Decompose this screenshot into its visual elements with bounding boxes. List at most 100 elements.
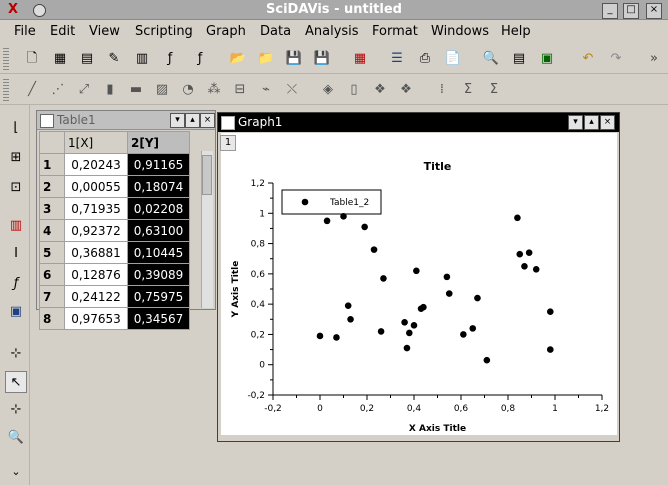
menu-windows[interactable]: Windows xyxy=(431,24,490,39)
cell-x[interactable]: 0,71935 xyxy=(64,197,128,220)
table-row[interactable]: 7 0,24122 0,75975 xyxy=(39,285,190,308)
row-header[interactable]: 3 xyxy=(39,197,65,220)
menu-format[interactable]: Format xyxy=(372,24,418,39)
table-row[interactable]: 1 0,20243 0,91165 xyxy=(39,153,190,176)
axes-tool-icon[interactable]: ⌊ xyxy=(13,120,19,135)
toolbar-grip[interactable] xyxy=(3,79,9,101)
menu-data[interactable]: Data xyxy=(260,24,292,39)
close-icon[interactable]: × xyxy=(600,115,615,130)
cell-y[interactable]: 0,63100 xyxy=(127,219,190,242)
cell-x[interactable]: 0,92372 xyxy=(64,219,128,242)
print-icon[interactable]: ⎙ xyxy=(419,51,431,66)
menu-file[interactable]: File xyxy=(14,24,36,39)
new-function-plot-icon[interactable]: ƒ xyxy=(167,51,173,66)
menu-graph[interactable]: Graph xyxy=(206,24,246,39)
table-row[interactable]: 6 0,12876 0,39089 xyxy=(39,263,190,286)
zoom-region-icon[interactable]: ⊹ xyxy=(10,346,22,361)
table-window-titlebar[interactable]: Table1 ▾ ▴ × xyxy=(37,111,215,130)
plot-boxplot-icon[interactable]: ⊟ xyxy=(234,82,246,97)
table-row[interactable]: 4 0,92372 0,63100 xyxy=(39,219,190,242)
save-icon[interactable]: 💾 xyxy=(285,51,303,66)
cell-x[interactable]: 0,24122 xyxy=(64,285,128,308)
cell-y[interactable]: 0,10445 xyxy=(127,241,190,264)
open-icon[interactable]: 📂 xyxy=(229,51,247,66)
rescale-tool-icon[interactable]: ⊡ xyxy=(10,180,22,195)
chevron-down-icon[interactable]: ▾ xyxy=(568,115,583,130)
maximize-icon[interactable]: ▴ xyxy=(584,115,599,130)
table-scrollbar[interactable] xyxy=(201,151,213,308)
undo-icon[interactable]: ↶ xyxy=(582,51,594,66)
error-bars-icon[interactable]: I xyxy=(14,246,18,261)
row-header[interactable]: 5 xyxy=(39,241,65,264)
cell-y[interactable]: 0,91165 xyxy=(127,153,190,176)
grid-tool-icon[interactable]: ⊞ xyxy=(10,150,22,165)
plot-area-icon[interactable]: ▨ xyxy=(155,82,169,97)
plot-vectors-icon[interactable]: ⁂ xyxy=(207,82,221,97)
pointer-tool-icon[interactable]: ↖ xyxy=(5,371,27,393)
new-project-icon[interactable]: 🗋 xyxy=(26,51,38,66)
cell-x[interactable]: 0,00055 xyxy=(64,175,128,198)
scrollbar-thumb[interactable] xyxy=(202,155,212,195)
plot-canvas[interactable]: -0,2 0 0,2 0,4 0,6 0,8 1 1,2 -0,2 0 0,2 0,4 0,6 0,8 1 1… xyxy=(221,133,617,435)
close-icon[interactable]: × xyxy=(200,113,215,128)
toolbar-more-icon[interactable]: » xyxy=(650,51,658,66)
menu-edit[interactable]: Edit xyxy=(50,24,76,39)
row-header[interactable]: 8 xyxy=(39,307,65,330)
plot-histogram-icon[interactable]: ⤬ xyxy=(286,82,298,97)
plot-pie-icon[interactable]: ◔ xyxy=(182,82,194,97)
results-log-icon[interactable]: ▤ xyxy=(512,51,526,66)
statistics-icon[interactable]: Σ xyxy=(489,82,499,97)
import-ascii-icon[interactable]: ▦ xyxy=(353,51,367,66)
cell-y[interactable]: 0,18074 xyxy=(127,175,190,198)
plot-bars-icon[interactable]: ▮ xyxy=(106,82,114,97)
layer-button[interactable]: 1 xyxy=(220,135,236,151)
menu-analysis[interactable]: Analysis xyxy=(305,24,359,39)
new-note-icon[interactable]: ✎ xyxy=(108,51,120,66)
open-template-icon[interactable]: 📁 xyxy=(257,51,275,66)
save-template-icon[interactable]: 💾 xyxy=(313,51,331,66)
menu-scripting[interactable]: Scripting xyxy=(135,24,193,39)
maximize-icon[interactable]: □ xyxy=(623,3,639,19)
row-header[interactable]: 1 xyxy=(39,153,65,176)
plot-3d-ribbon-icon[interactable]: ◈ xyxy=(323,82,333,97)
row-header[interactable]: 6 xyxy=(39,263,65,286)
column-header-x[interactable]: 1[X] xyxy=(64,131,128,154)
cell-x[interactable]: 0,97653 xyxy=(64,307,128,330)
cell-y[interactable]: 0,75975 xyxy=(127,285,190,308)
table-row[interactable]: 5 0,36881 0,10445 xyxy=(39,241,190,264)
plot-scatter-icon[interactable]: ⋰ xyxy=(51,82,65,97)
cell-x[interactable]: 0,12876 xyxy=(64,263,128,286)
table-row[interactable]: 3 0,71935 0,02208 xyxy=(39,197,190,220)
export-pdf-icon[interactable]: 📄 xyxy=(444,51,462,66)
cell-y[interactable]: 0,34567 xyxy=(127,307,190,330)
toolbar-grip[interactable] xyxy=(3,48,9,70)
row-header[interactable]: 7 xyxy=(39,285,65,308)
plot-line-symbol-icon[interactable]: ⤢ xyxy=(78,82,90,97)
graph-window-titlebar[interactable]: Graph1 ▾ ▴ × xyxy=(218,113,619,132)
plot-3d-scatter-icon[interactable]: ❖ xyxy=(374,82,386,97)
cell-y[interactable]: 0,02208 xyxy=(127,197,190,220)
console-icon[interactable]: ▣ xyxy=(540,51,554,66)
close-icon[interactable]: × xyxy=(646,3,662,19)
cell-y[interactable]: 0,39089 xyxy=(127,263,190,286)
plot-line-icon[interactable]: ╱ xyxy=(28,82,36,97)
window-menu-icon[interactable] xyxy=(33,4,46,17)
find-icon[interactable]: 🔍 xyxy=(482,51,500,66)
maximize-icon[interactable]: ▴ xyxy=(185,113,200,128)
column-header-y[interactable]: 2[Y] xyxy=(127,131,190,154)
plot-3d-bars-icon[interactable]: ▯ xyxy=(350,82,358,97)
menu-view[interactable]: View xyxy=(89,24,120,39)
add-layer-icon[interactable]: ▥ xyxy=(9,218,23,233)
zoom-tool-icon[interactable]: 🔍 xyxy=(7,430,25,445)
new-3d-plot-icon[interactable]: ƒ xyxy=(197,51,203,66)
table-row[interactable]: 2 0,00055 0,18074 xyxy=(39,175,190,198)
row-header[interactable]: 4 xyxy=(39,219,65,242)
add-function-icon[interactable]: ƒ xyxy=(13,276,19,291)
chevron-down-icon[interactable]: ▾ xyxy=(170,113,185,128)
sum-icon[interactable]: Σ xyxy=(463,82,473,97)
cell-x[interactable]: 0,20243 xyxy=(64,153,128,176)
new-graph-icon[interactable]: ▥ xyxy=(135,51,149,66)
table-row[interactable]: 8 0,97653 0,34567 xyxy=(39,307,190,330)
select-data-icon[interactable]: ⊹ xyxy=(10,402,22,417)
plot-3d-trajectory-icon[interactable]: ❖ xyxy=(400,82,412,97)
